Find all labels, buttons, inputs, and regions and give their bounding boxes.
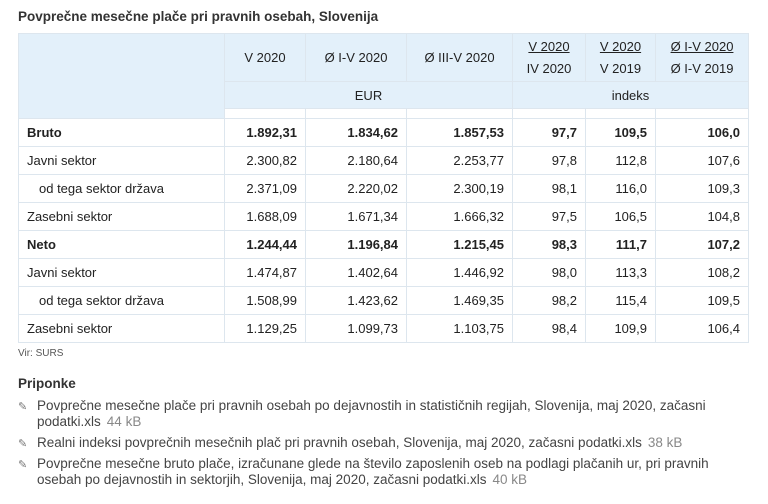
cell-value: 1.508,99 <box>224 286 306 315</box>
cell-value: 2.371,09 <box>224 174 306 203</box>
cell-value: 109,5 <box>585 118 656 147</box>
cell-value: 98,0 <box>512 258 586 287</box>
cell-value: 111,7 <box>585 230 656 259</box>
cell-value: 106,5 <box>585 202 656 231</box>
row-label: Bruto <box>18 118 225 147</box>
table-row: od tega sektor država 2.371,09 2.220,02 2.3… <box>18 174 749 203</box>
cell-value: 97,7 <box>512 118 586 147</box>
table-row: Zasebni sektor 1.688,09 1.671,34 1.666,32 97… <box>18 202 749 231</box>
header-denominator: V 2019 <box>599 60 642 76</box>
table-row: Javni sektor 2.300,82 2.180,64 2.253,77 97,8… <box>18 146 749 175</box>
cell-value: 113,3 <box>585 258 656 287</box>
column-header: Ø I-V 2020 Ø I-V 2019 <box>655 33 749 82</box>
cell-value: 98,4 <box>512 314 586 343</box>
column-header: V 2020 IV 2020 <box>512 33 586 82</box>
cell-value: 1.423,62 <box>305 286 407 315</box>
cell-value: 1.469,35 <box>406 286 513 315</box>
column-header: V 2020 V 2019 <box>585 33 656 82</box>
row-label: Javni sektor <box>18 146 225 175</box>
attachment-link[interactable]: Povprečne mesečne plače pri pravnih oseb… <box>37 398 706 429</box>
cell-value: 1.215,45 <box>406 230 513 259</box>
attachment-item: ✎ Povprečne mesečne bruto plače, izračuna… <box>18 456 748 488</box>
table-row: Bruto 1.892,31 1.834,62 1.857,53 97,7 109,5 10… <box>18 118 749 147</box>
cell-value: 1.857,53 <box>406 118 513 147</box>
source-note: Vir: SURS <box>18 348 64 359</box>
header-denominator: Ø I-V 2019 <box>670 60 734 76</box>
cell-value: 1.099,73 <box>305 314 407 343</box>
cell-value: 106,0 <box>655 118 749 147</box>
attachments-list: ✎ Povprečne mesečne plače pri pravnih ose… <box>18 398 748 493</box>
cell-value: 107,6 <box>655 146 749 175</box>
cell-value: 97,8 <box>512 146 586 175</box>
header-denominator: IV 2020 <box>526 60 572 76</box>
file-pin-icon: ✎ <box>18 438 28 450</box>
file-size: 40 kB <box>492 472 528 487</box>
cell-value: 2.300,82 <box>224 146 306 175</box>
cell-value: 2.253,77 <box>406 146 513 175</box>
cell-value: 109,5 <box>655 286 749 315</box>
cell-value: 1.196,84 <box>305 230 407 259</box>
file-pin-icon: ✎ <box>18 401 28 413</box>
attachment-link[interactable]: Realni indeksi povprečnih mesečnih plač … <box>37 435 642 450</box>
attachment-item: ✎ Povprečne mesečne plače pri pravnih ose… <box>18 398 748 430</box>
table-row: od tega sektor država 1.508,99 1.423,62 1.4… <box>18 286 749 315</box>
cell-value: 98,1 <box>512 174 586 203</box>
salary-table: V 2020 Ø I-V 2020 Ø III-V 2020 V 2020 IV 202… <box>18 33 749 343</box>
unit-index-header: indeks <box>512 81 749 109</box>
cell-value: 1.474,87 <box>224 258 306 287</box>
column-header: Ø I-V 2020 <box>305 33 407 82</box>
cell-value: 1.671,34 <box>305 202 407 231</box>
cell-value: 112,8 <box>585 146 656 175</box>
table-row: Zasebni sektor 1.129,25 1.099,73 1.103,75 98… <box>18 314 749 343</box>
row-label: od tega sektor država <box>18 174 225 203</box>
header-numerator: Ø I-V 2020 <box>670 38 734 54</box>
row-label: Zasebni sektor <box>18 314 225 343</box>
attachments-title: Priponke <box>18 376 76 391</box>
cell-value: 116,0 <box>585 174 656 203</box>
header-numerator: V 2020 <box>528 38 570 54</box>
cell-value: 2.300,19 <box>406 174 513 203</box>
cell-value: 1.892,31 <box>224 118 306 147</box>
cell-value: 1.103,75 <box>406 314 513 343</box>
corner-header <box>18 33 225 119</box>
column-header: Ø III-V 2020 <box>406 33 513 82</box>
row-label: Neto <box>18 230 225 259</box>
file-size: 38 kB <box>647 435 683 450</box>
cell-value: 108,2 <box>655 258 749 287</box>
table-title: Povprečne mesečne plače pri pravnih oseb… <box>18 9 379 24</box>
attachment-link[interactable]: Povprečne mesečne bruto plače, izračunan… <box>37 456 709 487</box>
cell-value: 109,9 <box>585 314 656 343</box>
cell-value: 109,3 <box>655 174 749 203</box>
cell-value: 104,8 <box>655 202 749 231</box>
cell-value: 1.402,64 <box>305 258 407 287</box>
cell-value: 98,3 <box>512 230 586 259</box>
cell-value: 98,2 <box>512 286 586 315</box>
header-numerator: V 2020 <box>599 38 642 54</box>
table-row: Javni sektor 1.474,87 1.402,64 1.446,92 98,0… <box>18 258 749 287</box>
unit-eur-header: EUR <box>224 81 513 109</box>
cell-value: 1.446,92 <box>406 258 513 287</box>
cell-value: 1.834,62 <box>305 118 407 147</box>
cell-value: 115,4 <box>585 286 656 315</box>
cell-value: 1.129,25 <box>224 314 306 343</box>
cell-value: 1.244,44 <box>224 230 306 259</box>
column-header: V 2020 <box>224 33 306 82</box>
file-pin-icon: ✎ <box>18 459 28 471</box>
cell-value: 97,5 <box>512 202 586 231</box>
cell-value: 1.688,09 <box>224 202 306 231</box>
file-size: 44 kB <box>106 414 142 429</box>
row-label: od tega sektor država <box>18 286 225 315</box>
attachment-item: ✎ Realni indeksi povprečnih mesečnih plač… <box>18 435 748 451</box>
cell-value: 106,4 <box>655 314 749 343</box>
row-label: Zasebni sektor <box>18 202 225 231</box>
table-row: Neto 1.244,44 1.196,84 1.215,45 98,3 111,7 107… <box>18 230 749 259</box>
cell-value: 107,2 <box>655 230 749 259</box>
cell-value: 2.180,64 <box>305 146 407 175</box>
row-label: Javni sektor <box>18 258 225 287</box>
cell-value: 1.666,32 <box>406 202 513 231</box>
cell-value: 2.220,02 <box>305 174 407 203</box>
